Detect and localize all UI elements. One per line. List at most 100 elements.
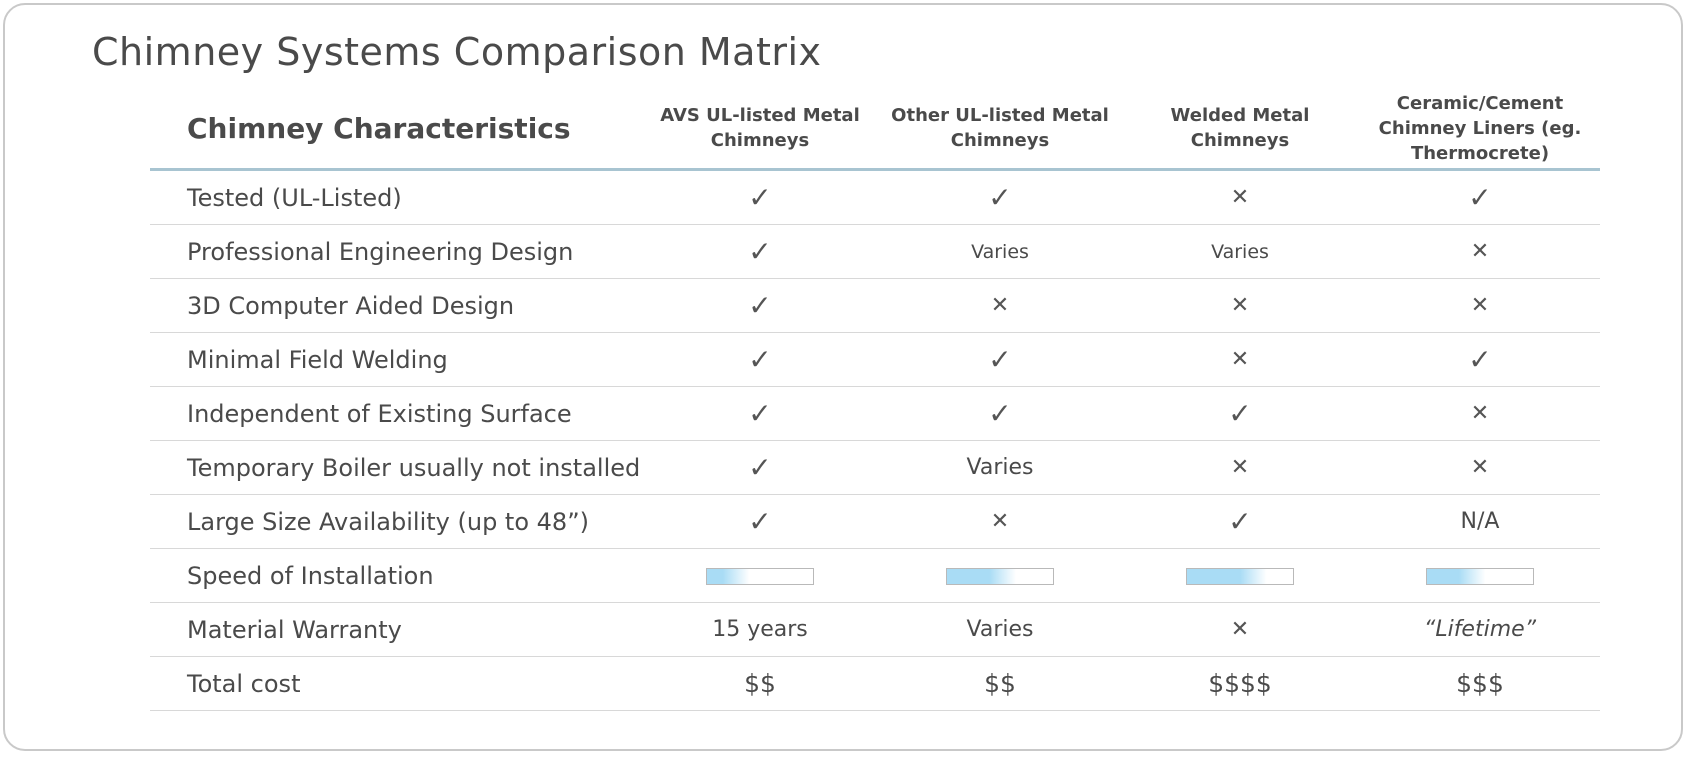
table-row: Large Size Availability (up to 48”) ✓ ✕ ✓ N/… [150,494,1600,549]
table-cell [1120,548,1360,603]
table-cell: “Lifetime” [1360,602,1600,657]
cross-icon: ✕ [1470,454,1490,480]
cell-value: $$ [744,669,776,698]
page-title: Chimney Systems Comparison Matrix [92,30,822,74]
speed-bar-fill [707,569,813,584]
table-cell: ✓ [880,386,1120,441]
table-row: Professional Engineering Design ✓ Varies Va… [150,224,1600,279]
check-icon: ✓ [748,234,772,268]
table-cell: ✓ [640,278,880,333]
table-cell: ✓ [1120,494,1360,549]
cross-icon: ✕ [1230,184,1250,210]
table-cell: ✕ [880,278,1120,333]
row-label: 3D Computer Aided Design [150,278,640,333]
table-cell [1360,548,1600,603]
table-cell: ✓ [640,224,880,279]
table-cell: ✕ [1120,278,1360,333]
speed-bar [1186,568,1294,585]
cross-icon: ✕ [990,508,1010,534]
table-cell: Varies [880,224,1120,279]
speed-bar [1426,568,1534,585]
table-cell: $$$ [1360,656,1600,711]
table-cell: ✕ [1120,602,1360,657]
check-icon: ✓ [748,342,772,376]
table-cell: ✓ [1360,169,1600,225]
table-row: Temporary Boiler usually not installed ✓ V… [150,440,1600,495]
check-icon: ✓ [1228,396,1252,430]
column-header-ceramic: Ceramic/Cement Chimney Liners (eg. Therm… [1360,88,1600,171]
table-cell: ✓ [640,332,880,387]
table-row: 3D Computer Aided Design ✓ ✕ ✕ ✕ [150,278,1600,333]
check-icon: ✓ [988,396,1012,430]
table-cell: N/A [1360,494,1600,549]
table-cell: Varies [880,602,1120,657]
row-label: Tested (UL-Listed) [150,169,640,225]
table-cell: ✕ [1120,440,1360,495]
table-cell: ✕ [1120,169,1360,225]
cell-value: Varies [1211,240,1269,263]
table-row: Total cost $$ $$ $$$$ $$$ [150,656,1600,711]
table-cell: ✕ [1360,224,1600,279]
check-icon: ✓ [748,450,772,484]
row-label: Independent of Existing Surface [150,386,640,441]
table-cell: ✓ [880,169,1120,225]
table-row: Independent of Existing Surface ✓ ✓ ✓ ✕ [150,386,1600,441]
check-icon: ✓ [748,288,772,322]
row-label: Temporary Boiler usually not installed [150,440,640,495]
speed-bar [946,568,1054,585]
table-row: Material Warranty 15 years Varies ✕ “Lifetim… [150,602,1600,657]
cell-value: 15 years [712,617,808,642]
cross-icon: ✕ [1230,346,1250,372]
table-cell: ✓ [640,169,880,225]
table-body: Tested (UL-Listed) ✓ ✓ ✕ ✓ Professional Engin… [150,169,1600,711]
check-icon: ✓ [748,504,772,538]
cell-value: “Lifetime” [1423,617,1537,642]
table-cell: $$ [880,656,1120,711]
check-icon: ✓ [1228,504,1252,538]
check-icon: ✓ [1468,180,1492,214]
table-cell: 15 years [640,602,880,657]
table-cell: ✕ [1120,332,1360,387]
table-cell: ✕ [1360,440,1600,495]
column-header-welded: Welded Metal Chimneys [1120,88,1360,171]
speed-bar [706,568,814,585]
row-label: Total cost [150,656,640,711]
check-icon: ✓ [988,180,1012,214]
table-cell: ✓ [640,494,880,549]
table-cell: ✓ [880,332,1120,387]
table-cell: ✓ [640,386,880,441]
cross-icon: ✕ [1470,400,1490,426]
table-cell: $$ [640,656,880,711]
column-header-other-ul: Other UL-listed Metal Chimneys [880,88,1120,171]
cross-icon: ✕ [1470,292,1490,318]
table-cell: ✕ [880,494,1120,549]
check-icon: ✓ [748,396,772,430]
cross-icon: ✕ [1230,616,1250,642]
table-cell: $$$$ [1120,656,1360,711]
row-label: Minimal Field Welding [150,332,640,387]
cross-icon: ✕ [1230,292,1250,318]
table-row: Tested (UL-Listed) ✓ ✓ ✕ ✓ [150,169,1600,225]
speed-bar-fill [1187,569,1293,584]
table-row: Speed of Installation [150,548,1600,603]
cell-value: N/A [1460,509,1500,534]
cross-icon: ✕ [1230,454,1250,480]
row-label: Large Size Availability (up to 48”) [150,494,640,549]
table-cell: ✓ [1120,386,1360,441]
cross-icon: ✕ [1470,238,1490,264]
table-cell: Varies [880,440,1120,495]
speed-bar-fill [947,569,1053,584]
table-cell [880,548,1120,603]
table-cell: ✕ [1360,386,1600,441]
table-cell: Varies [1120,224,1360,279]
column-header-avs: AVS UL-listed Metal Chimneys [640,88,880,171]
table-row: Minimal Field Welding ✓ ✓ ✕ ✓ [150,332,1600,387]
table-cell [640,548,880,603]
check-icon: ✓ [988,342,1012,376]
check-icon: ✓ [748,180,772,214]
table-cell: ✓ [640,440,880,495]
check-icon: ✓ [1468,342,1492,376]
table-cell: ✕ [1360,278,1600,333]
row-label: Professional Engineering Design [150,224,640,279]
table-cell: ✓ [1360,332,1600,387]
